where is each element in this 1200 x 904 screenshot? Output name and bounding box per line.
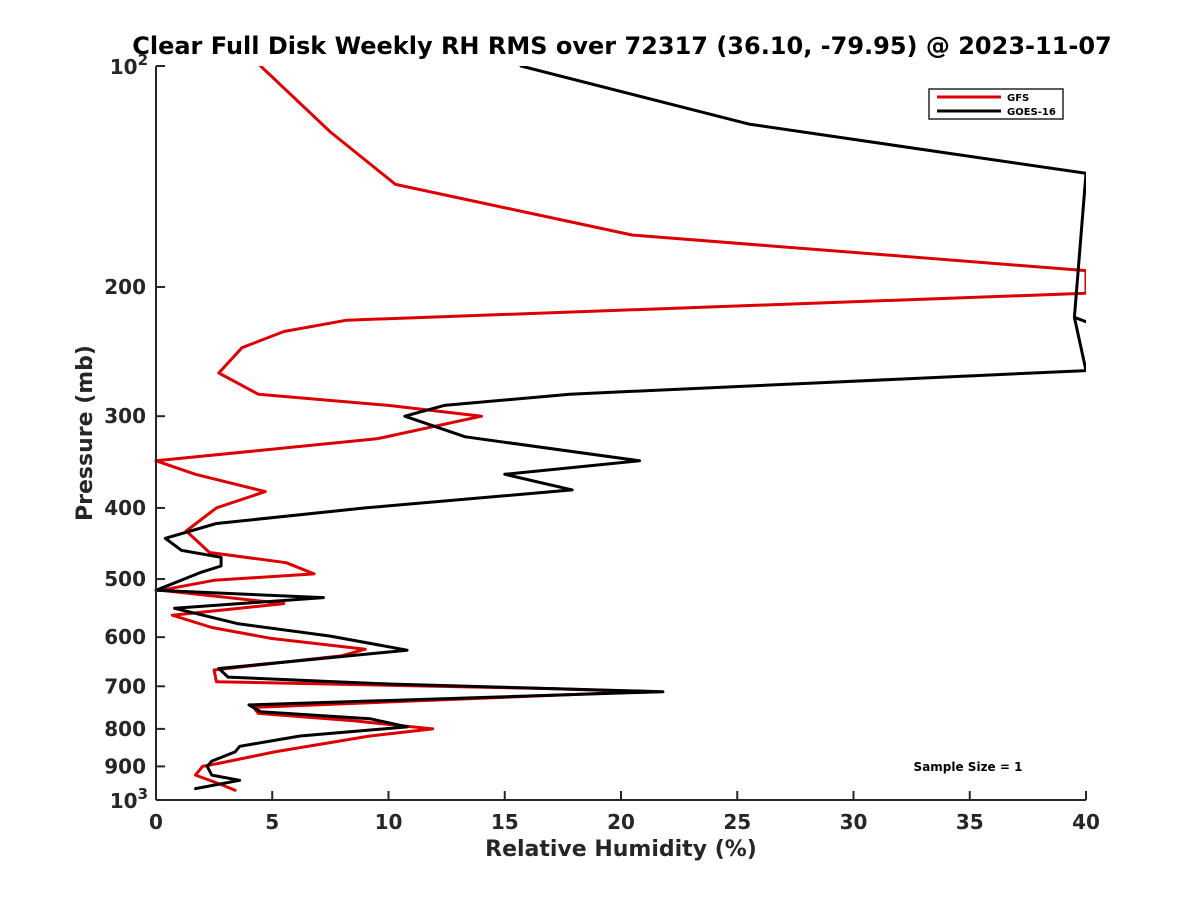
x-tick-label: 35 bbox=[956, 810, 984, 834]
y-tick-label: 102 bbox=[110, 51, 148, 79]
y-tick-label: 800 bbox=[104, 717, 146, 741]
series-layer bbox=[154, 66, 1086, 792]
y-tick-label: 500 bbox=[104, 567, 146, 591]
y-tick-label: 200 bbox=[104, 275, 146, 299]
legend-label: GFS bbox=[1007, 93, 1029, 104]
legend: GFS GOES-16 bbox=[928, 88, 1064, 120]
chart-title: Clear Full Disk Weekly RH RMS over 72317… bbox=[132, 32, 1112, 60]
x-tick-label: 40 bbox=[1072, 810, 1100, 834]
legend-label: GOES-16 bbox=[1007, 107, 1056, 118]
x-tick-label: 5 bbox=[265, 810, 279, 834]
sample-size-annotation: Sample Size = 1 bbox=[914, 760, 1023, 774]
x-tick-label: 15 bbox=[491, 810, 519, 834]
y-tick-label: 600 bbox=[104, 625, 146, 649]
y-tick-label: 400 bbox=[104, 496, 146, 520]
series-line-goes-16 bbox=[154, 66, 1086, 791]
x-axis-title: Relative Humidity (%) bbox=[485, 837, 757, 862]
legend-box bbox=[928, 88, 1064, 120]
x-tick-label: 20 bbox=[607, 810, 635, 834]
y-tick-label: 900 bbox=[104, 754, 146, 778]
y-tick-label: 300 bbox=[104, 404, 146, 428]
x-tick-label: 30 bbox=[840, 810, 868, 834]
x-tick-label: 25 bbox=[723, 810, 751, 834]
y-tick-label: 700 bbox=[104, 674, 146, 698]
axes-layer: 0 5 10 15 20 25 30 35 40 102 200 300 400 500 600 700 800… bbox=[104, 51, 1100, 834]
x-tick-label: 10 bbox=[375, 810, 403, 834]
y-axis-title: Pressure (mb) bbox=[73, 345, 98, 521]
y-tick-label: 103 bbox=[110, 785, 148, 813]
x-tick-label: 0 bbox=[149, 810, 163, 834]
